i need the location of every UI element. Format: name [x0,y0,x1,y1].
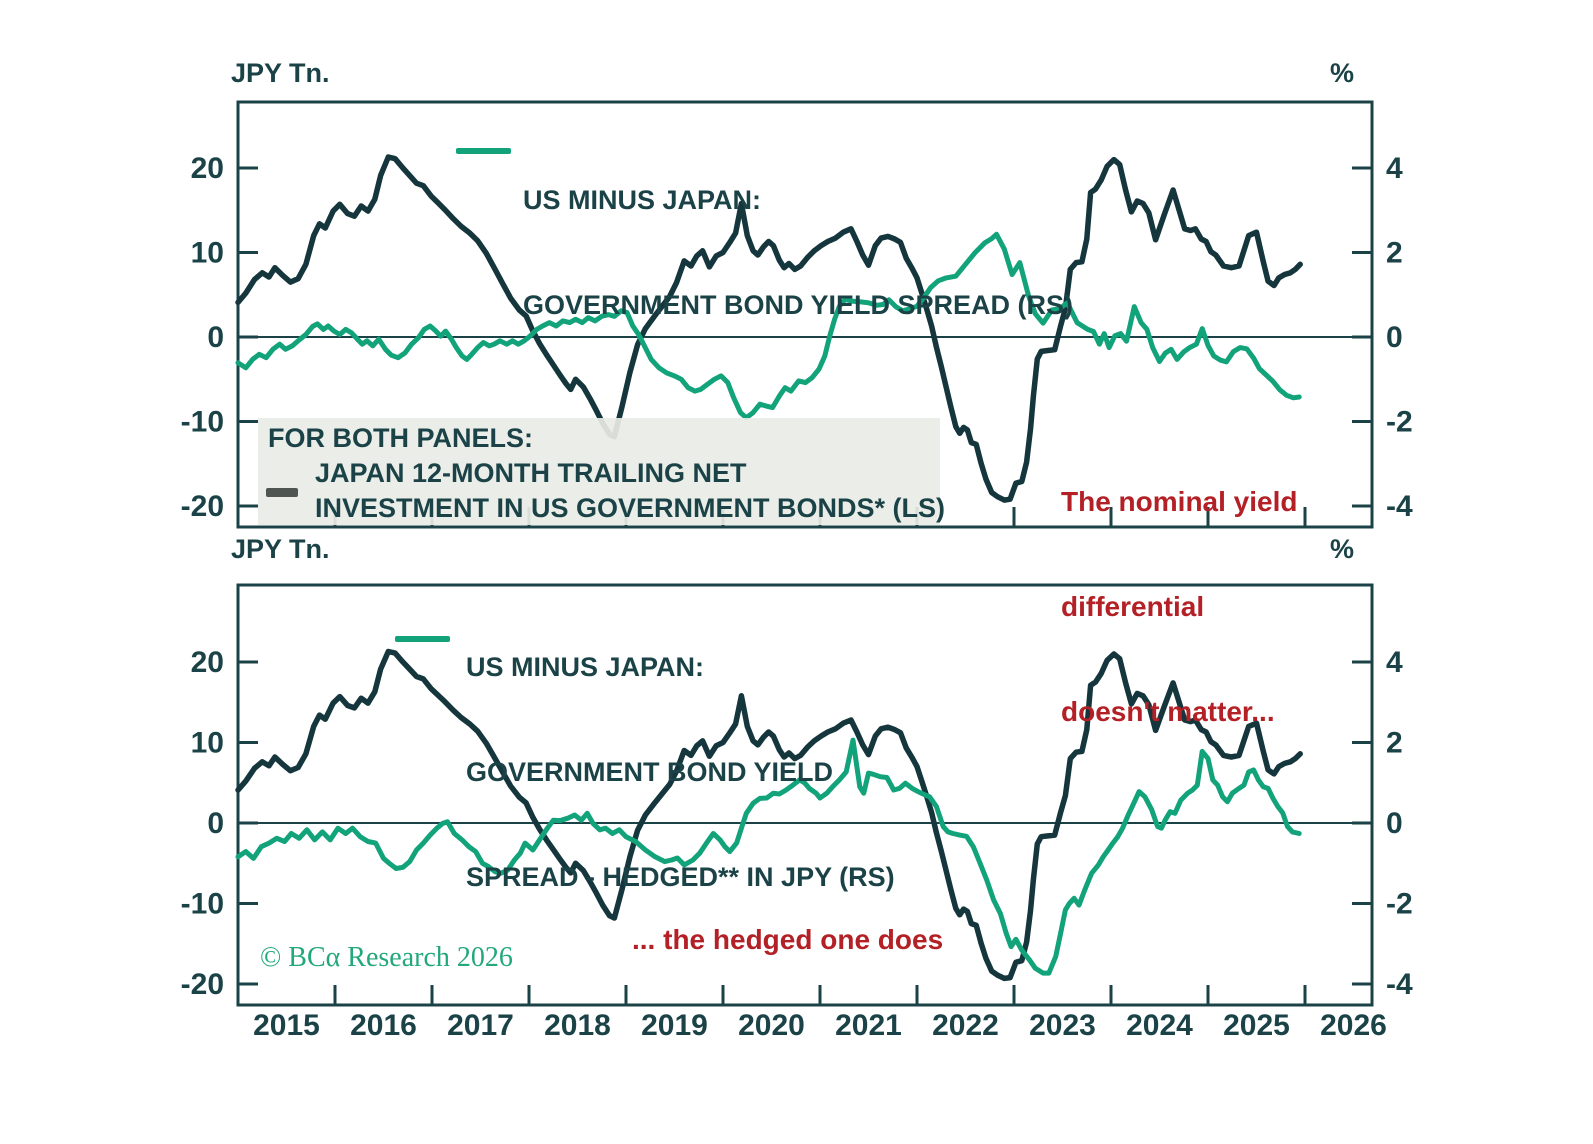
series-investment-bottom [235,648,1303,982]
legend-bottom-line-3: SPREAD - HEDGED** IN JPY (RS) [466,862,895,892]
legend-top-line-2: GOVERNMENT BOND YIELD SPREAD (RS) [523,290,1074,320]
legend-top: US MINUS JAPAN: GOVERNMENT BOND YIELD SP… [523,113,1073,393]
left-tick-label-top: -20 [181,490,224,523]
left-tick-label-top: -10 [181,406,224,439]
annotation-nominal-line-3: doesn't matter... [1061,696,1275,727]
annotation-hedged: ... the hedged one does [632,924,944,955]
right-tick-label-bottom: 2 [1386,727,1403,760]
right-tick-label-bottom: -2 [1386,888,1413,921]
right-tick-label-top: 2 [1386,237,1403,270]
left-tick-label-bottom: -10 [181,888,224,921]
legend-line-swatch-spread-nominal [456,148,511,154]
legend-bottom: US MINUS JAPAN: GOVERNMENT BOND YIELD SP… [466,580,895,965]
annotation-nominal-line-1: The nominal yield [1061,486,1298,517]
left-tick-label-top: 10 [191,237,224,270]
top-left-axis-unit: JPY Tn. [231,58,330,88]
legend-line-swatch-investment [266,488,298,497]
right-tick-label-top: -4 [1386,490,1413,523]
legend-box-line-2: INVESTMENT IN US GOVERNMENT BONDS* (LS) [315,493,946,523]
legend-top-line-1: US MINUS JAPAN: [523,185,762,215]
series-investment-top [235,154,1303,503]
legend-box-line-1: JAPAN 12-MONTH TRAILING NET [315,458,747,488]
bottom-left-axis-unit: JPY Tn. [231,534,330,564]
x-axis-label-2021: 2021 [835,1009,902,1042]
legend-line-swatch-spread-hedged [395,636,450,642]
x-axis-label-2023: 2023 [1029,1009,1096,1042]
left-tick-label-bottom: 20 [191,646,224,679]
right-tick-label-top: 0 [1386,321,1403,354]
x-axis-label-2017: 2017 [447,1009,514,1042]
panel-border-bottom [236,583,1374,1007]
x-axis-label-2020: 2020 [738,1009,805,1042]
left-tick-label-bottom: 0 [207,807,224,840]
legend-box-title: FOR BOTH PANELS: [268,423,533,453]
right-tick-label-bottom: 4 [1386,646,1403,679]
left-tick-label-bottom: -20 [181,968,224,1001]
annotation-nominal-line-2: differential [1061,591,1205,622]
series-spread_nominal-top [235,231,1302,421]
series-spread_hedged-bottom [235,737,1302,976]
right-tick-label-bottom: 0 [1386,807,1403,840]
left-tick-label-top: 20 [191,152,224,185]
left-tick-label-bottom: 10 [191,727,224,760]
right-tick-label-bottom: -4 [1386,968,1413,1001]
left-tick-label-top: 0 [207,321,224,354]
x-axis-label-2018: 2018 [544,1009,611,1042]
legend-bottom-line-1: US MINUS JAPAN: [466,652,705,682]
right-tick-label-top: -2 [1386,406,1413,439]
copyright-notice: © BCα Research 2026 [260,942,513,973]
x-axis-label-2026: 2026 [1320,1009,1387,1042]
x-axis-label-2024: 2024 [1126,1009,1193,1042]
x-axis-label-2022: 2022 [932,1009,999,1042]
x-axis-label-2016: 2016 [350,1009,417,1042]
x-axis-label-2025: 2025 [1223,1009,1290,1042]
x-axis-label-2015: 2015 [253,1009,320,1042]
x-axis-label-2019: 2019 [641,1009,708,1042]
legend-bottom-line-2: GOVERNMENT BOND YIELD [466,757,834,787]
top-right-axis-unit: % [1330,58,1355,88]
panel-border-top [236,100,1374,529]
bottom-right-axis-unit: % [1330,534,1355,564]
annotation-nominal-yield: The nominal yield differential doesn't m… [1061,414,1297,799]
right-tick-label-top: 4 [1386,152,1403,185]
shared-legend-box: FOR BOTH PANELS: JAPAN 12-MONTH TRAILING… [258,418,945,525]
